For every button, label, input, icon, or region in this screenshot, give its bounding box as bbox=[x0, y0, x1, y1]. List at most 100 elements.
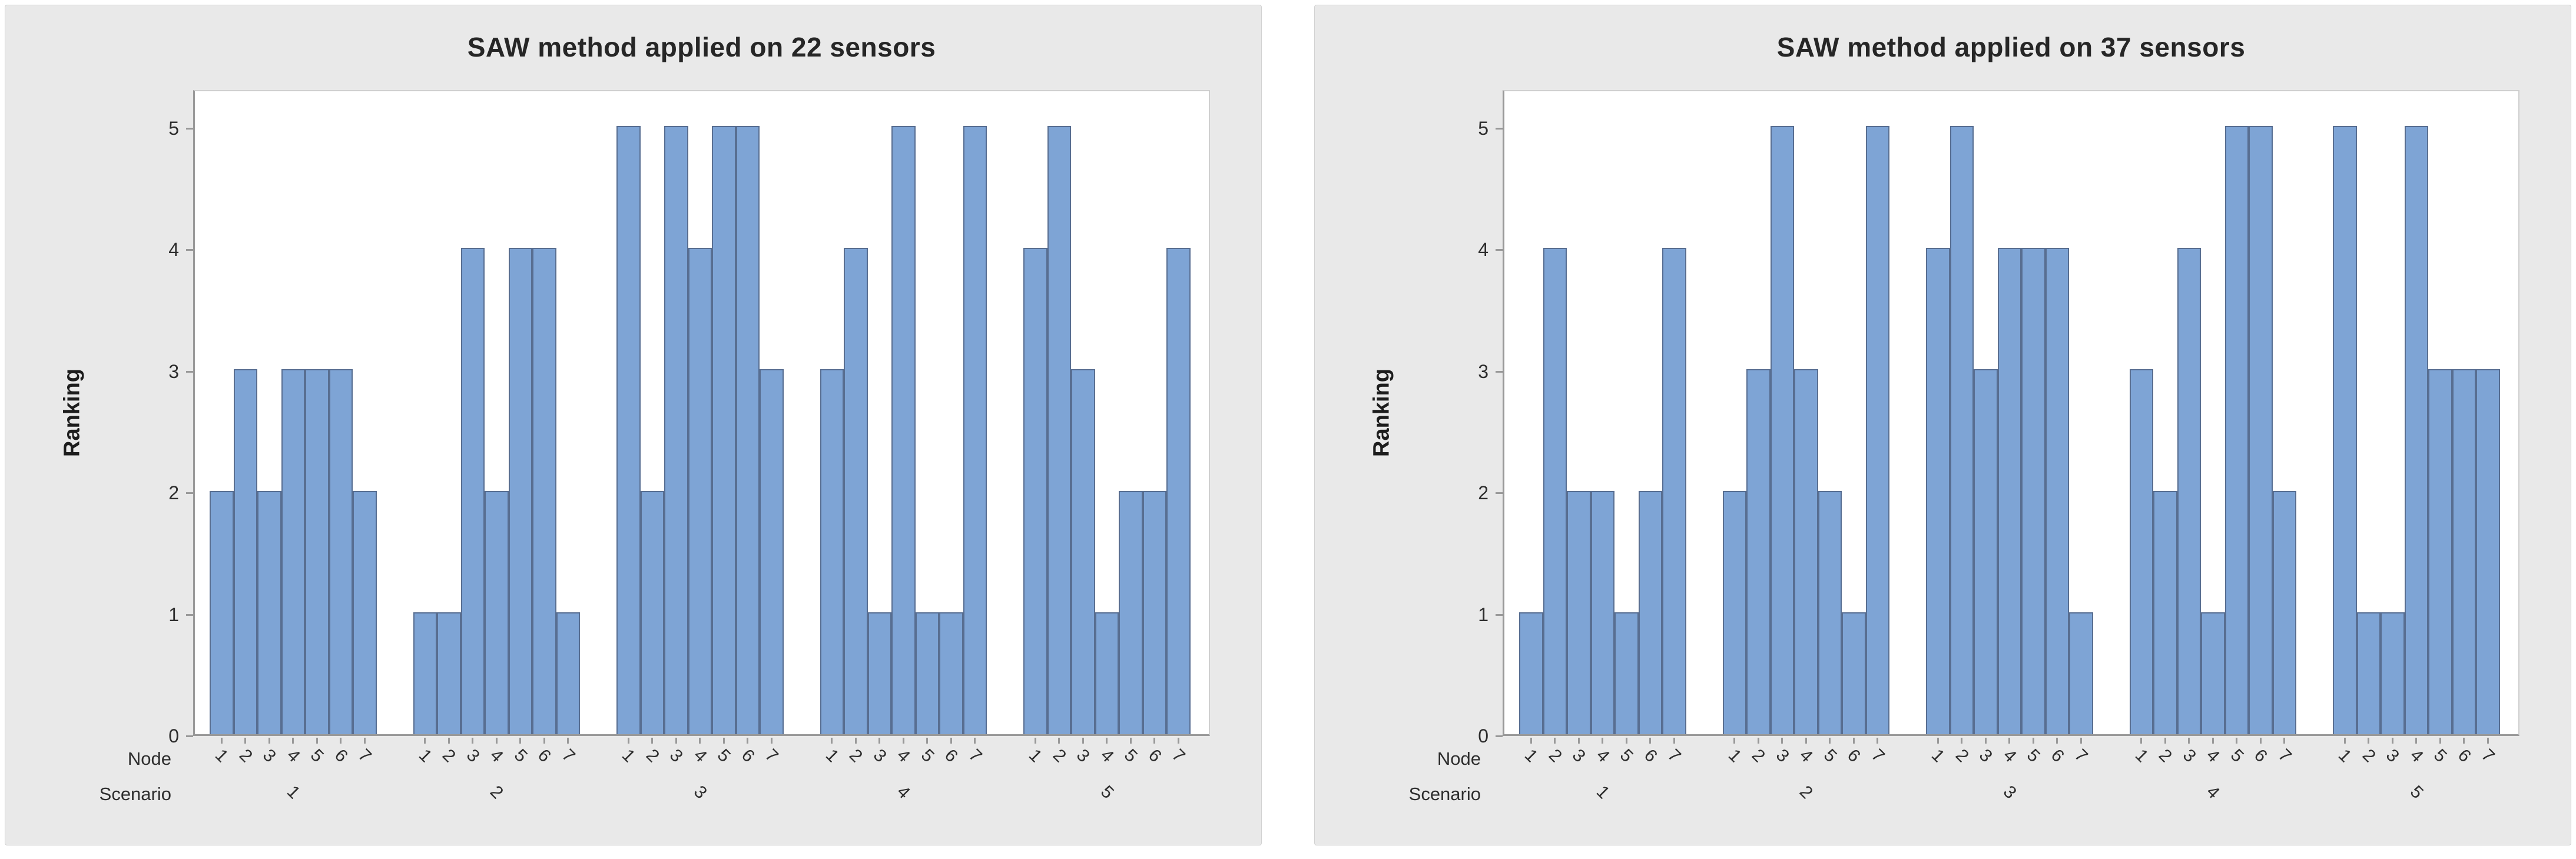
node-tick-label: 7 bbox=[1867, 745, 1888, 767]
node-tick-label: 5 bbox=[917, 745, 938, 767]
x-tick-mark bbox=[567, 738, 569, 744]
scenario-tick-label: 3 bbox=[1999, 782, 2020, 803]
node-tick-label: 2 bbox=[1748, 745, 1769, 767]
x-tick-mark bbox=[2415, 738, 2418, 744]
bar bbox=[437, 612, 461, 734]
bar bbox=[2129, 369, 2153, 734]
x-tick-mark bbox=[519, 738, 522, 744]
bar bbox=[2201, 612, 2225, 734]
scenario-group bbox=[210, 369, 377, 734]
node-tick-label: 1 bbox=[1025, 745, 1046, 767]
bar bbox=[1722, 491, 1746, 734]
y-tick-mark bbox=[186, 613, 193, 616]
node-tick-label: 6 bbox=[1640, 745, 1661, 767]
scenario-tick-label: 4 bbox=[893, 782, 914, 803]
node-tick-label: 2 bbox=[2155, 745, 2176, 767]
x-tick-mark bbox=[2463, 738, 2465, 744]
bar bbox=[329, 369, 353, 734]
bar bbox=[2452, 369, 2476, 734]
x-tick-mark bbox=[1034, 738, 1036, 744]
node-tick-label: 6 bbox=[2250, 745, 2272, 767]
node-tick-label: 4 bbox=[1796, 745, 1817, 767]
x-tick-mark bbox=[1106, 738, 1108, 744]
bar bbox=[508, 248, 532, 734]
x-tick-mark bbox=[2080, 738, 2082, 744]
x-tick-mark bbox=[244, 738, 247, 744]
x-tick-mark bbox=[1673, 738, 1675, 744]
x-tick-mark bbox=[447, 738, 450, 744]
bar bbox=[963, 126, 987, 734]
y-tick-mark bbox=[1496, 492, 1503, 494]
bar bbox=[1119, 491, 1143, 734]
bar bbox=[867, 612, 891, 734]
x-tick-mark bbox=[1058, 738, 1060, 744]
y-tick-label: 4 bbox=[168, 239, 179, 260]
plot-area bbox=[1503, 90, 2519, 736]
bar bbox=[640, 491, 664, 734]
x-tick-mark bbox=[1757, 738, 1759, 744]
node-tick-label: 2 bbox=[1951, 745, 1972, 767]
x-tick-mark bbox=[2487, 738, 2489, 744]
node-tick-label: 2 bbox=[846, 745, 867, 767]
x-tick-mark bbox=[1781, 738, 1783, 744]
x-tick-mark bbox=[2259, 738, 2262, 744]
y-tick-label: 3 bbox=[1478, 360, 1488, 382]
node-tick-label: 7 bbox=[1664, 745, 1685, 767]
x-tick-mark bbox=[1649, 738, 1652, 744]
bar bbox=[2356, 612, 2381, 734]
y-tick-mark bbox=[1496, 613, 1503, 616]
y-tick-mark bbox=[1496, 370, 1503, 373]
scenario-tick-label: 2 bbox=[486, 782, 508, 803]
y-tick-mark bbox=[186, 370, 193, 373]
y-tick-mark bbox=[1496, 127, 1503, 130]
node-tick-label: 6 bbox=[2454, 745, 2475, 767]
node-tick-label: 6 bbox=[1844, 745, 1865, 767]
bar bbox=[760, 369, 784, 734]
x-tick-mark bbox=[1805, 738, 1807, 744]
x-tick-mark bbox=[2343, 738, 2346, 744]
node-tick-label: 5 bbox=[307, 745, 328, 767]
bar bbox=[1023, 248, 1047, 734]
node-tick-label: 5 bbox=[1120, 745, 1142, 767]
node-tick-label: 7 bbox=[761, 745, 783, 767]
node-tick-label: 4 bbox=[283, 745, 304, 767]
bar bbox=[1794, 369, 1818, 734]
y-tick-label: 2 bbox=[1478, 482, 1488, 503]
y-tick-label: 1 bbox=[168, 603, 179, 625]
node-tick-label: 2 bbox=[642, 745, 663, 767]
node-tick-label: 7 bbox=[2071, 745, 2092, 767]
bar bbox=[1746, 369, 1771, 734]
scenario-group bbox=[2333, 126, 2500, 734]
x-tick-mark bbox=[2188, 738, 2190, 744]
bar bbox=[1047, 126, 1071, 734]
y-tick-label: 3 bbox=[168, 360, 179, 382]
node-tick-label: 2 bbox=[439, 745, 460, 767]
y-tick-label: 5 bbox=[1478, 117, 1488, 139]
x-tick-mark bbox=[2283, 738, 2286, 744]
node-tick-label: 7 bbox=[964, 745, 986, 767]
x-tick-mark bbox=[1625, 738, 1627, 744]
node-tick-label: 6 bbox=[330, 745, 352, 767]
bar bbox=[820, 369, 844, 734]
y-tick-mark bbox=[186, 127, 193, 130]
x-tick-mark bbox=[2236, 738, 2238, 744]
bar bbox=[1926, 248, 1950, 734]
bar bbox=[1662, 248, 1686, 734]
node-tick-label: 7 bbox=[2478, 745, 2499, 767]
bar bbox=[413, 612, 437, 734]
chart-panel-22-sensors: SAW method applied on 22 sensors Ranking… bbox=[5, 5, 1262, 845]
x-tick-mark bbox=[2032, 738, 2034, 744]
bar bbox=[2249, 126, 2273, 734]
x-tick-mark bbox=[770, 738, 773, 744]
bar bbox=[712, 126, 736, 734]
x-tick-mark bbox=[424, 738, 426, 744]
x-tick-mark bbox=[1577, 738, 1580, 744]
plot-area bbox=[193, 90, 1210, 736]
bar bbox=[1071, 369, 1095, 734]
bar bbox=[1590, 491, 1614, 734]
y-tick-label: 2 bbox=[168, 482, 179, 503]
x-tick-mark bbox=[543, 738, 545, 744]
x-tick-mark bbox=[1733, 738, 1736, 744]
scenario-axis-label: Scenario bbox=[1408, 784, 1481, 804]
bar bbox=[1543, 248, 1567, 734]
